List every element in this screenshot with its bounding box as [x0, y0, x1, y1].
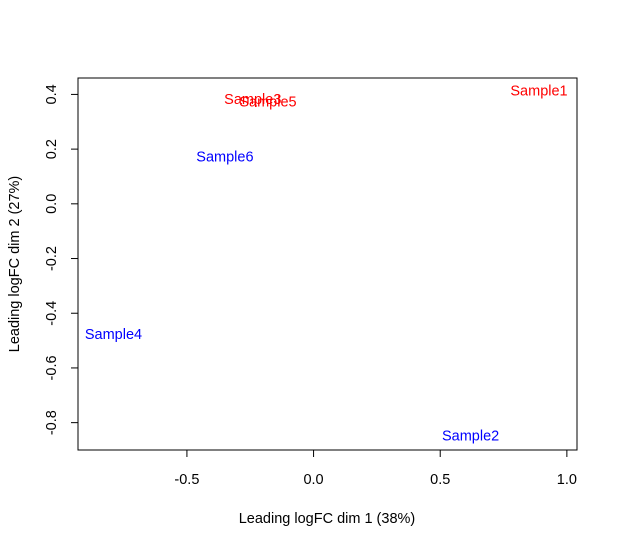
x-tick-label: 0.0: [303, 472, 323, 488]
point-label-sample2: Sample2: [442, 428, 499, 444]
x-axis-label: Leading logFC dim 1 (38%): [239, 511, 416, 527]
plot-frame: [77, 77, 578, 451]
y-tick-label: -0.6: [44, 355, 60, 380]
x-tick-label: 1.0: [557, 472, 577, 488]
point-label-sample3: Sample3: [224, 92, 281, 108]
x-tick-label: 0.5: [430, 472, 450, 488]
y-tick-label: 0.0: [44, 194, 60, 214]
y-tick-label: -0.4: [44, 301, 60, 326]
y-tick-label: 0.4: [44, 84, 60, 104]
y-axis: -0.8 -0.6 -0.4 -0.2 0.0 0.2 0.4: [44, 84, 79, 435]
point-label-sample6: Sample6: [196, 149, 253, 165]
y-axis-label: Leading logFC dim 2 (27%): [7, 176, 23, 353]
point-label-sample4: Sample4: [85, 327, 142, 343]
point-label-sample1: Sample1: [510, 84, 567, 100]
y-tick-label: 0.2: [44, 139, 60, 159]
y-tick-label: -0.8: [44, 410, 60, 435]
x-axis: -0.5 0.0 0.5 1.0: [174, 449, 577, 488]
point-label-sample5: Sample5: [239, 95, 296, 111]
x-tick-label: -0.5: [174, 472, 199, 488]
y-tick-label: -0.2: [44, 246, 60, 271]
